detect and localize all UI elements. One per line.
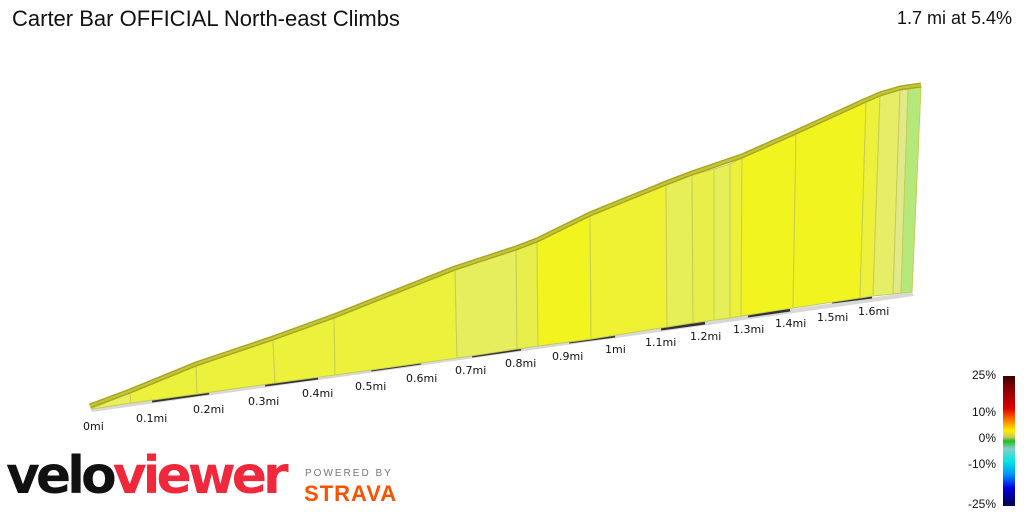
svg-text:0.1mi: 0.1mi	[136, 412, 167, 425]
svg-text:0.4mi: 0.4mi	[302, 387, 333, 400]
page-title: Carter Bar OFFICIAL North-east Climbs	[12, 6, 400, 31]
legend-label-min: -25%	[967, 497, 996, 511]
svg-text:0.8mi: 0.8mi	[505, 357, 536, 370]
svg-text:1.1mi: 1.1mi	[645, 336, 676, 349]
climb-summary: 1.7 mi at 5.4%	[896, 8, 1012, 28]
svg-text:1.5mi: 1.5mi	[817, 311, 848, 324]
svg-text:1.3mi: 1.3mi	[733, 323, 764, 336]
svg-text:0.9mi: 0.9mi	[552, 350, 583, 363]
svg-text:1.4mi: 1.4mi	[775, 317, 806, 330]
svg-text:0.3mi: 0.3mi	[248, 395, 279, 408]
x-axis-labels: 0mi 0.1mi 0.2mi 0.3mi 0.4mi 0.5mi 0.6mi …	[83, 305, 889, 433]
legend-label-0: 0%	[978, 431, 996, 445]
gradient-color-scale	[1003, 376, 1015, 506]
gradient-segments	[91, 86, 922, 410]
svg-text:0.7mi: 0.7mi	[455, 364, 486, 377]
svg-text:1.6mi: 1.6mi	[858, 305, 889, 318]
svg-text:0mi: 0mi	[83, 420, 104, 433]
svg-text:0.6mi: 0.6mi	[406, 372, 437, 385]
legend-label-max: 25%	[971, 368, 996, 382]
svg-text:0.2mi: 0.2mi	[193, 403, 224, 416]
powered-by-label: POWERED BY	[305, 468, 393, 479]
veloviewer-logo[interactable]: veloviewer	[6, 446, 289, 506]
svg-text:1.2mi: 1.2mi	[690, 330, 721, 343]
legend-label-10: 10%	[971, 405, 996, 419]
strava-logo[interactable]: STRAVA	[304, 481, 398, 506]
svg-text:1mi: 1mi	[605, 343, 626, 356]
legend-label-neg10: -10%	[967, 457, 996, 471]
svg-text:0.5mi: 0.5mi	[355, 380, 386, 393]
